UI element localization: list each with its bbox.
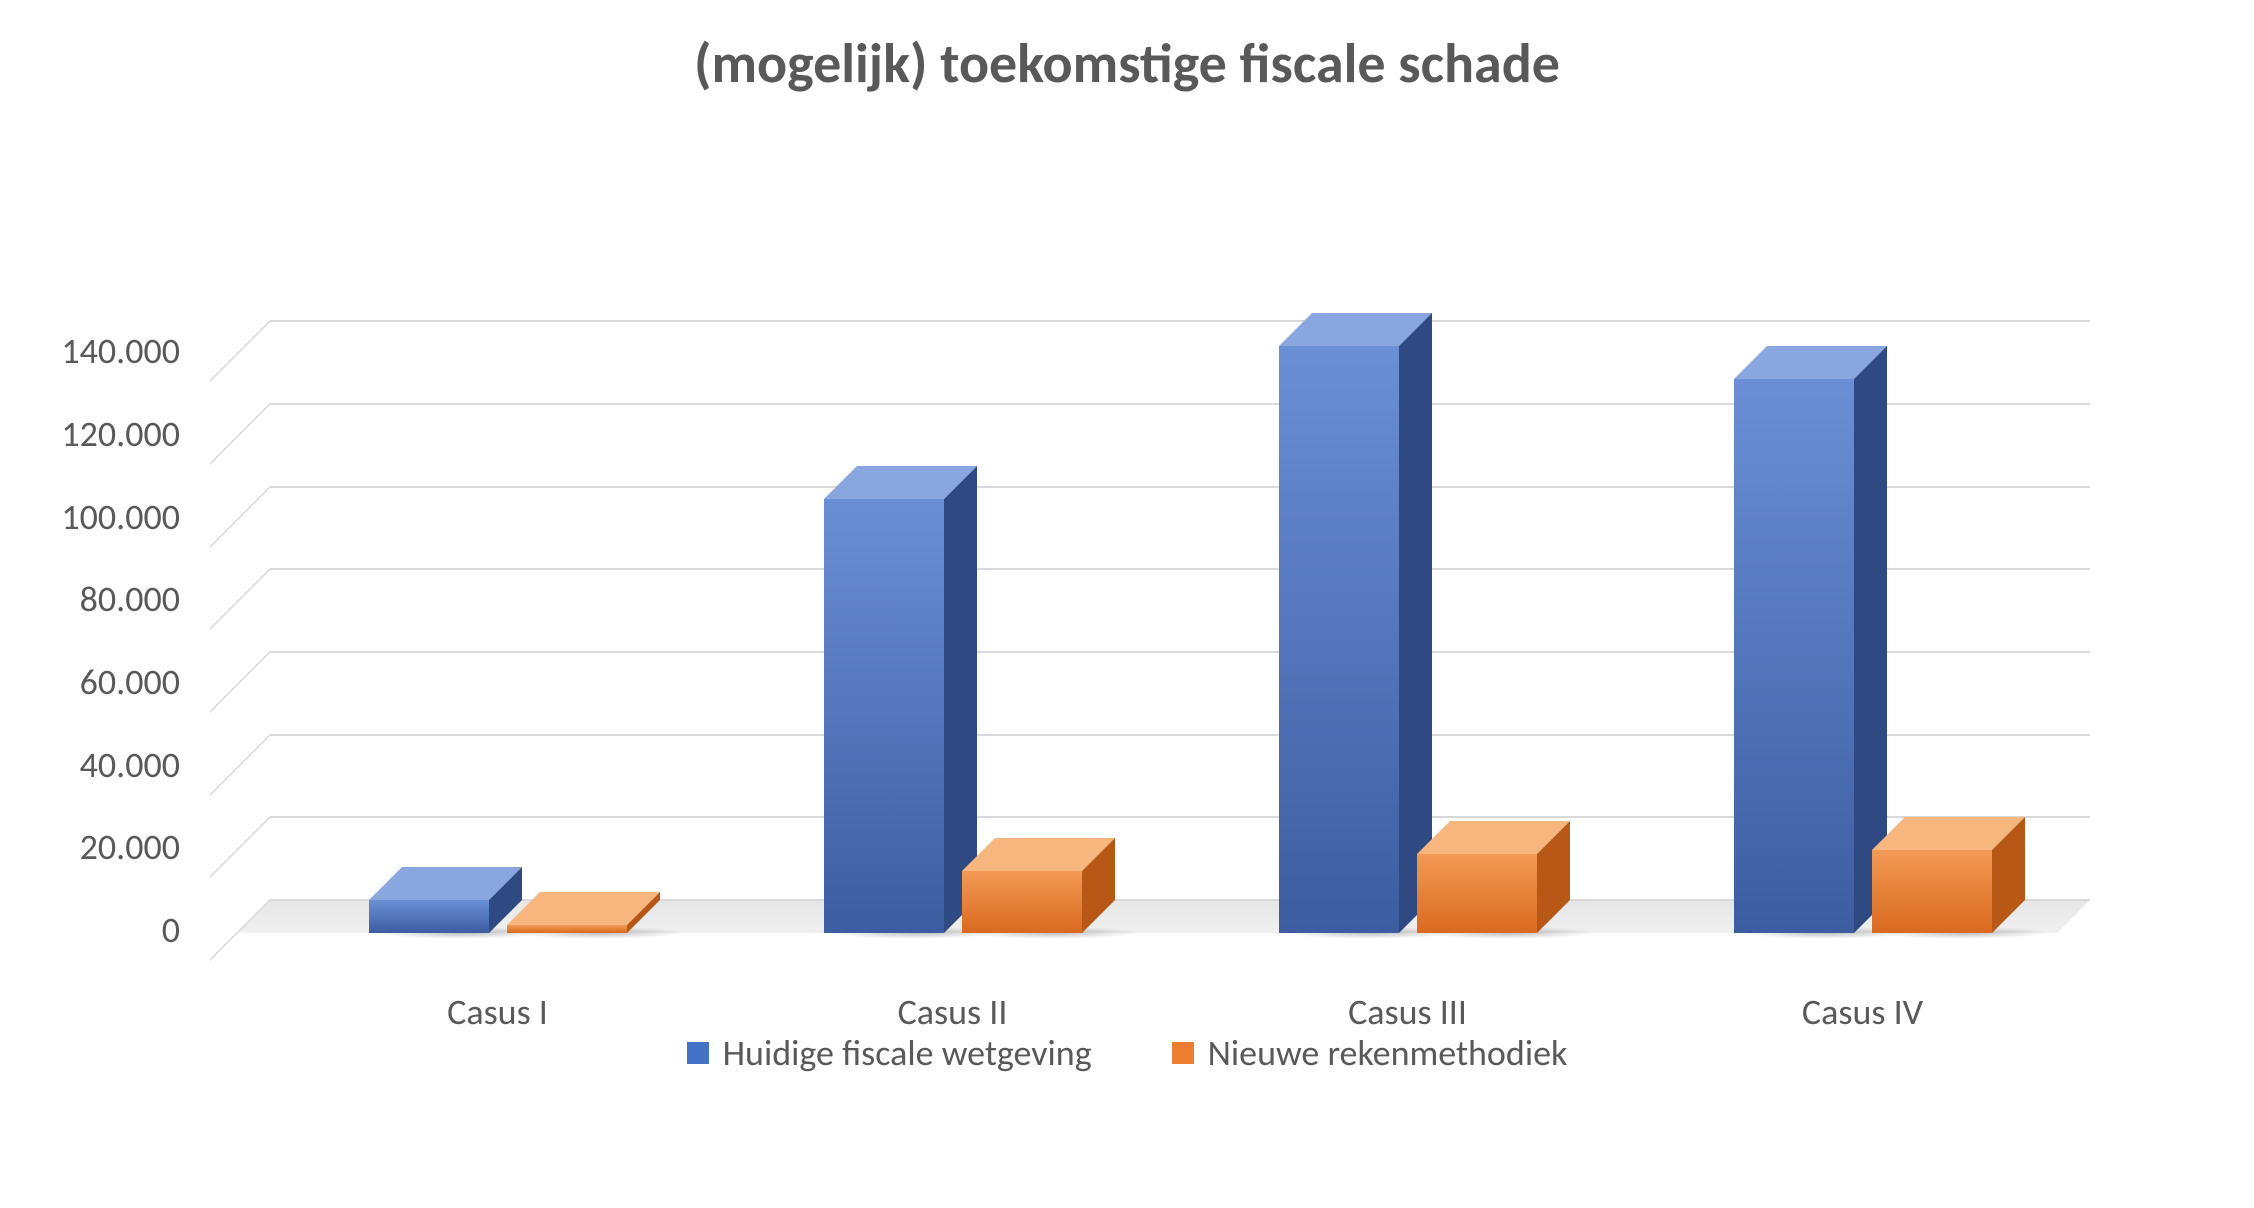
bar-front (507, 925, 627, 933)
plot-area: 020.00040.00060.00080.000100.000120.0001… (270, 280, 2090, 900)
bar (1279, 346, 1399, 933)
legend-label: Huidige fiscale wetgeving (723, 1031, 1092, 1075)
y-tick-label: 140.000 (61, 329, 180, 373)
legend: Huidige fiscale wetgeving Nieuwe rekenmet… (0, 1030, 2254, 1075)
gridline-depth (210, 320, 270, 382)
bar-front (1279, 346, 1399, 933)
y-tick-label: 20.000 (80, 825, 180, 869)
y-tick-label: 0 (162, 908, 180, 952)
bar-front (1417, 854, 1537, 933)
bar-front (1872, 850, 1992, 933)
x-tick-label: Casus III (1348, 990, 1467, 1034)
bar (824, 499, 944, 933)
gridline-depth (210, 816, 270, 878)
gridline-depth (210, 734, 270, 796)
legend-item: Huidige fiscale wetgeving (687, 1031, 1092, 1075)
bar-front (962, 871, 1082, 933)
bar (1734, 379, 1854, 933)
y-tick-label: 80.000 (80, 577, 180, 621)
gridline-depth (210, 403, 270, 465)
gridline-depth (210, 568, 270, 630)
bar-front (824, 499, 944, 933)
legend-swatch (1172, 1042, 1194, 1064)
chart-title: (mogelijk) toekomstige fiscale schade (0, 30, 2254, 98)
gridline (270, 320, 2090, 322)
y-tick-label: 100.000 (61, 495, 180, 539)
y-tick-label: 40.000 (80, 743, 180, 787)
y-tick-label: 60.000 (80, 660, 180, 704)
gridline-depth (210, 651, 270, 713)
x-tick-label: Casus II (898, 990, 1008, 1034)
bar (369, 900, 489, 933)
legend-label: Nieuwe rekenmethodiek (1208, 1031, 1568, 1075)
bar-front (369, 900, 489, 933)
legend-swatch (687, 1042, 709, 1064)
bar-front (1734, 379, 1854, 933)
y-tick-label: 120.000 (61, 412, 180, 456)
legend-item: Nieuwe rekenmethodiek (1172, 1031, 1568, 1075)
bar (1417, 854, 1537, 933)
x-tick-label: Casus I (447, 990, 548, 1034)
gridline-depth (210, 486, 270, 548)
x-tick-label: Casus IV (1802, 990, 1923, 1034)
bar (1872, 850, 1992, 933)
bar-side (1399, 313, 1432, 933)
bar (962, 871, 1082, 933)
bar (507, 925, 627, 933)
chart-container: (mogelijk) toekomstige fiscale schade 02… (0, 0, 2254, 1208)
